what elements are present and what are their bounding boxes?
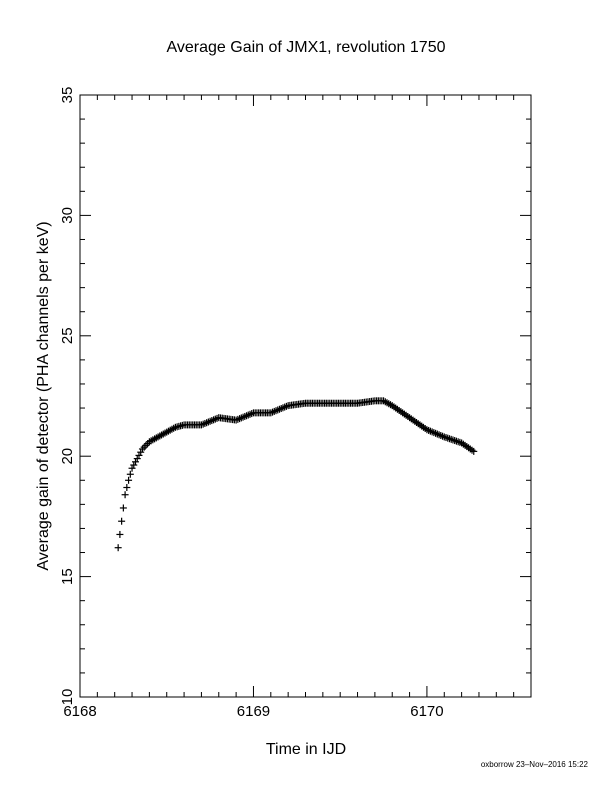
footer-timestamp: oxborrow 23–Nov–2016 15:22 <box>481 760 589 769</box>
data-point <box>116 530 124 538</box>
data-point <box>128 464 136 472</box>
data-point <box>119 504 127 512</box>
data-point <box>449 436 457 444</box>
y-tick-label: 25 <box>59 327 76 344</box>
data-point <box>130 461 138 469</box>
x-tick-label: 6169 <box>237 703 270 720</box>
y-tick-label: 30 <box>59 207 76 224</box>
data-point <box>118 517 126 525</box>
minor-ticks <box>80 95 532 697</box>
data-point <box>142 441 150 449</box>
y-axis-label: Average gain of detector (PHA channels p… <box>35 221 52 570</box>
x-tick-label: 6170 <box>410 703 443 720</box>
data-point <box>123 484 131 492</box>
y-tick-label: 35 <box>59 87 76 104</box>
data-point <box>138 445 146 453</box>
data-point <box>447 435 455 443</box>
data-point <box>445 435 453 443</box>
data-point <box>137 448 145 456</box>
data-point <box>133 455 141 463</box>
data-point <box>132 458 140 466</box>
data-point <box>125 476 133 484</box>
data-point <box>452 437 460 445</box>
x-tick-label: 6168 <box>63 703 96 720</box>
data-point <box>135 451 143 459</box>
data-point <box>114 544 122 552</box>
tick-labels: 6168 6169 6170 10 15 20 25 30 35 <box>59 87 444 720</box>
data-point <box>451 437 459 445</box>
data-points <box>114 397 478 552</box>
major-ticks <box>79 94 531 698</box>
data-point <box>126 470 134 478</box>
data-point <box>470 447 478 455</box>
data-point <box>121 491 129 499</box>
plot-frame <box>79 94 532 698</box>
y-tick-label: 15 <box>59 568 76 585</box>
y-tick-label: 20 <box>59 448 76 465</box>
x-axis-label: Time in IJD <box>266 741 346 758</box>
chart-title: Average Gain of JMX1, revolution 1750 <box>167 39 446 56</box>
y-tick-label: 10 <box>59 689 76 706</box>
data-point <box>140 443 148 451</box>
